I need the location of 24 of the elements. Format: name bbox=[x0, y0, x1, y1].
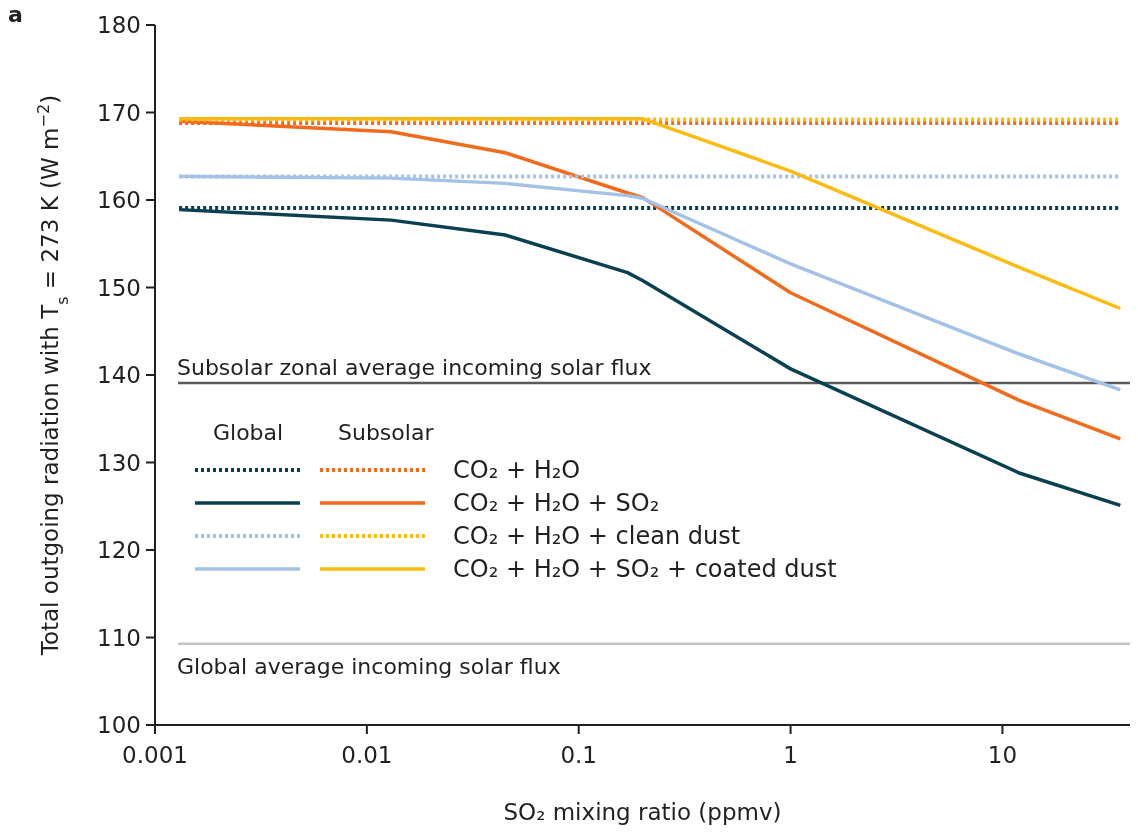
y-tick-label: 150 bbox=[97, 274, 141, 301]
x-tick-label: 10 bbox=[987, 742, 1018, 768]
x-tick-label: 0.001 bbox=[122, 742, 188, 768]
legend-label: CO₂ + H₂O + SO₂ bbox=[453, 489, 660, 518]
y-tick-label: 160 bbox=[97, 187, 141, 214]
x-tick-label: 1 bbox=[783, 742, 798, 768]
y-tick-label: 180 bbox=[97, 12, 141, 39]
legend-label: CO₂ + H₂O + SO₂ + coated dust bbox=[453, 555, 837, 584]
y-tick-label: 120 bbox=[97, 537, 141, 564]
annotation: Global bbox=[213, 420, 284, 445]
y-tick-label: 130 bbox=[97, 449, 141, 476]
ref-line-label: Subsolar zonal average incoming solar flux bbox=[177, 354, 652, 380]
y-tick-label: 100 bbox=[97, 712, 141, 739]
y-tick-label: 110 bbox=[97, 624, 141, 651]
ref-line-label: Global average incoming solar flux bbox=[177, 653, 561, 679]
x-axis-title: SO₂ mixing ratio (ppmv) bbox=[503, 799, 782, 825]
chart-title: a bbox=[8, 2, 23, 27]
annotation: Subsolar bbox=[338, 420, 435, 445]
y-tick-label: 140 bbox=[97, 362, 141, 389]
legend-label: CO₂ + H₂O + clean dust bbox=[453, 522, 741, 551]
x-tick-label: 0.01 bbox=[341, 742, 393, 768]
y-tick-label: 170 bbox=[97, 99, 141, 126]
x-tick-label: 0.1 bbox=[560, 742, 598, 768]
legend-label: CO₂ + H₂O bbox=[453, 456, 581, 485]
